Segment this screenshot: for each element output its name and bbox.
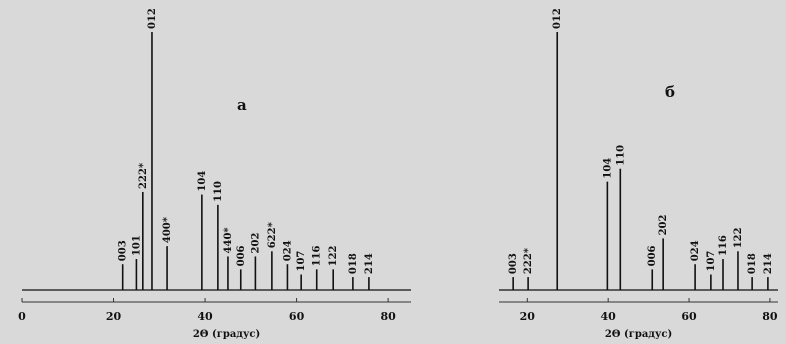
peak-label: 006 — [647, 245, 658, 266]
x-tick-label: 60 — [681, 310, 697, 323]
peak-label: 222* — [523, 247, 534, 274]
peak-label: 110 — [615, 145, 626, 166]
peak-label: 214 — [763, 253, 774, 274]
x-tick-label: 0 — [18, 310, 26, 323]
peak-label: 400* — [162, 216, 173, 243]
peak-label: 214 — [364, 253, 375, 274]
peak-label: 107 — [706, 251, 717, 272]
x-tick-label: 20 — [106, 310, 122, 323]
x-tick-label: 40 — [601, 310, 617, 323]
peak-label: 018 — [747, 253, 758, 274]
x-tick-label: 80 — [762, 310, 778, 323]
x-axis-label: 2Θ (градус) — [605, 329, 672, 340]
x-tick-label: 40 — [197, 310, 213, 323]
peak-label: 012 — [552, 8, 563, 29]
peak-label: 024 — [690, 240, 701, 261]
peak-label: 101 — [131, 235, 142, 256]
panel-label: а — [237, 96, 247, 114]
peak-label: 122 — [733, 227, 744, 248]
peak-label: 104 — [197, 171, 208, 192]
x-tick-label: 20 — [520, 310, 536, 323]
peak-label: 440* — [223, 227, 234, 254]
peak-label: 116 — [718, 235, 729, 256]
x-tick-label: 80 — [380, 310, 396, 323]
peak-label: 222* — [138, 162, 149, 189]
peak-label: 003 — [118, 240, 129, 261]
x-axis-label: 2Θ (градус) — [193, 329, 260, 340]
peak-label: 110 — [213, 181, 224, 202]
peak-label: 202 — [658, 214, 669, 235]
peak-label: 107 — [296, 251, 307, 272]
peak-label: 003 — [508, 253, 519, 274]
peak-label: 104 — [602, 158, 613, 179]
x-tick-label: 60 — [289, 310, 305, 323]
peak-label: 012 — [147, 8, 158, 29]
peak-label: 006 — [236, 245, 247, 266]
peak-label: 018 — [348, 253, 359, 274]
peak-label: 202 — [250, 233, 261, 254]
peak-label: 622* — [267, 221, 278, 248]
peak-label: 024 — [282, 240, 293, 261]
peak-label: 116 — [312, 245, 323, 266]
panel-label: б — [665, 83, 675, 101]
peak-label: 122 — [328, 245, 339, 266]
